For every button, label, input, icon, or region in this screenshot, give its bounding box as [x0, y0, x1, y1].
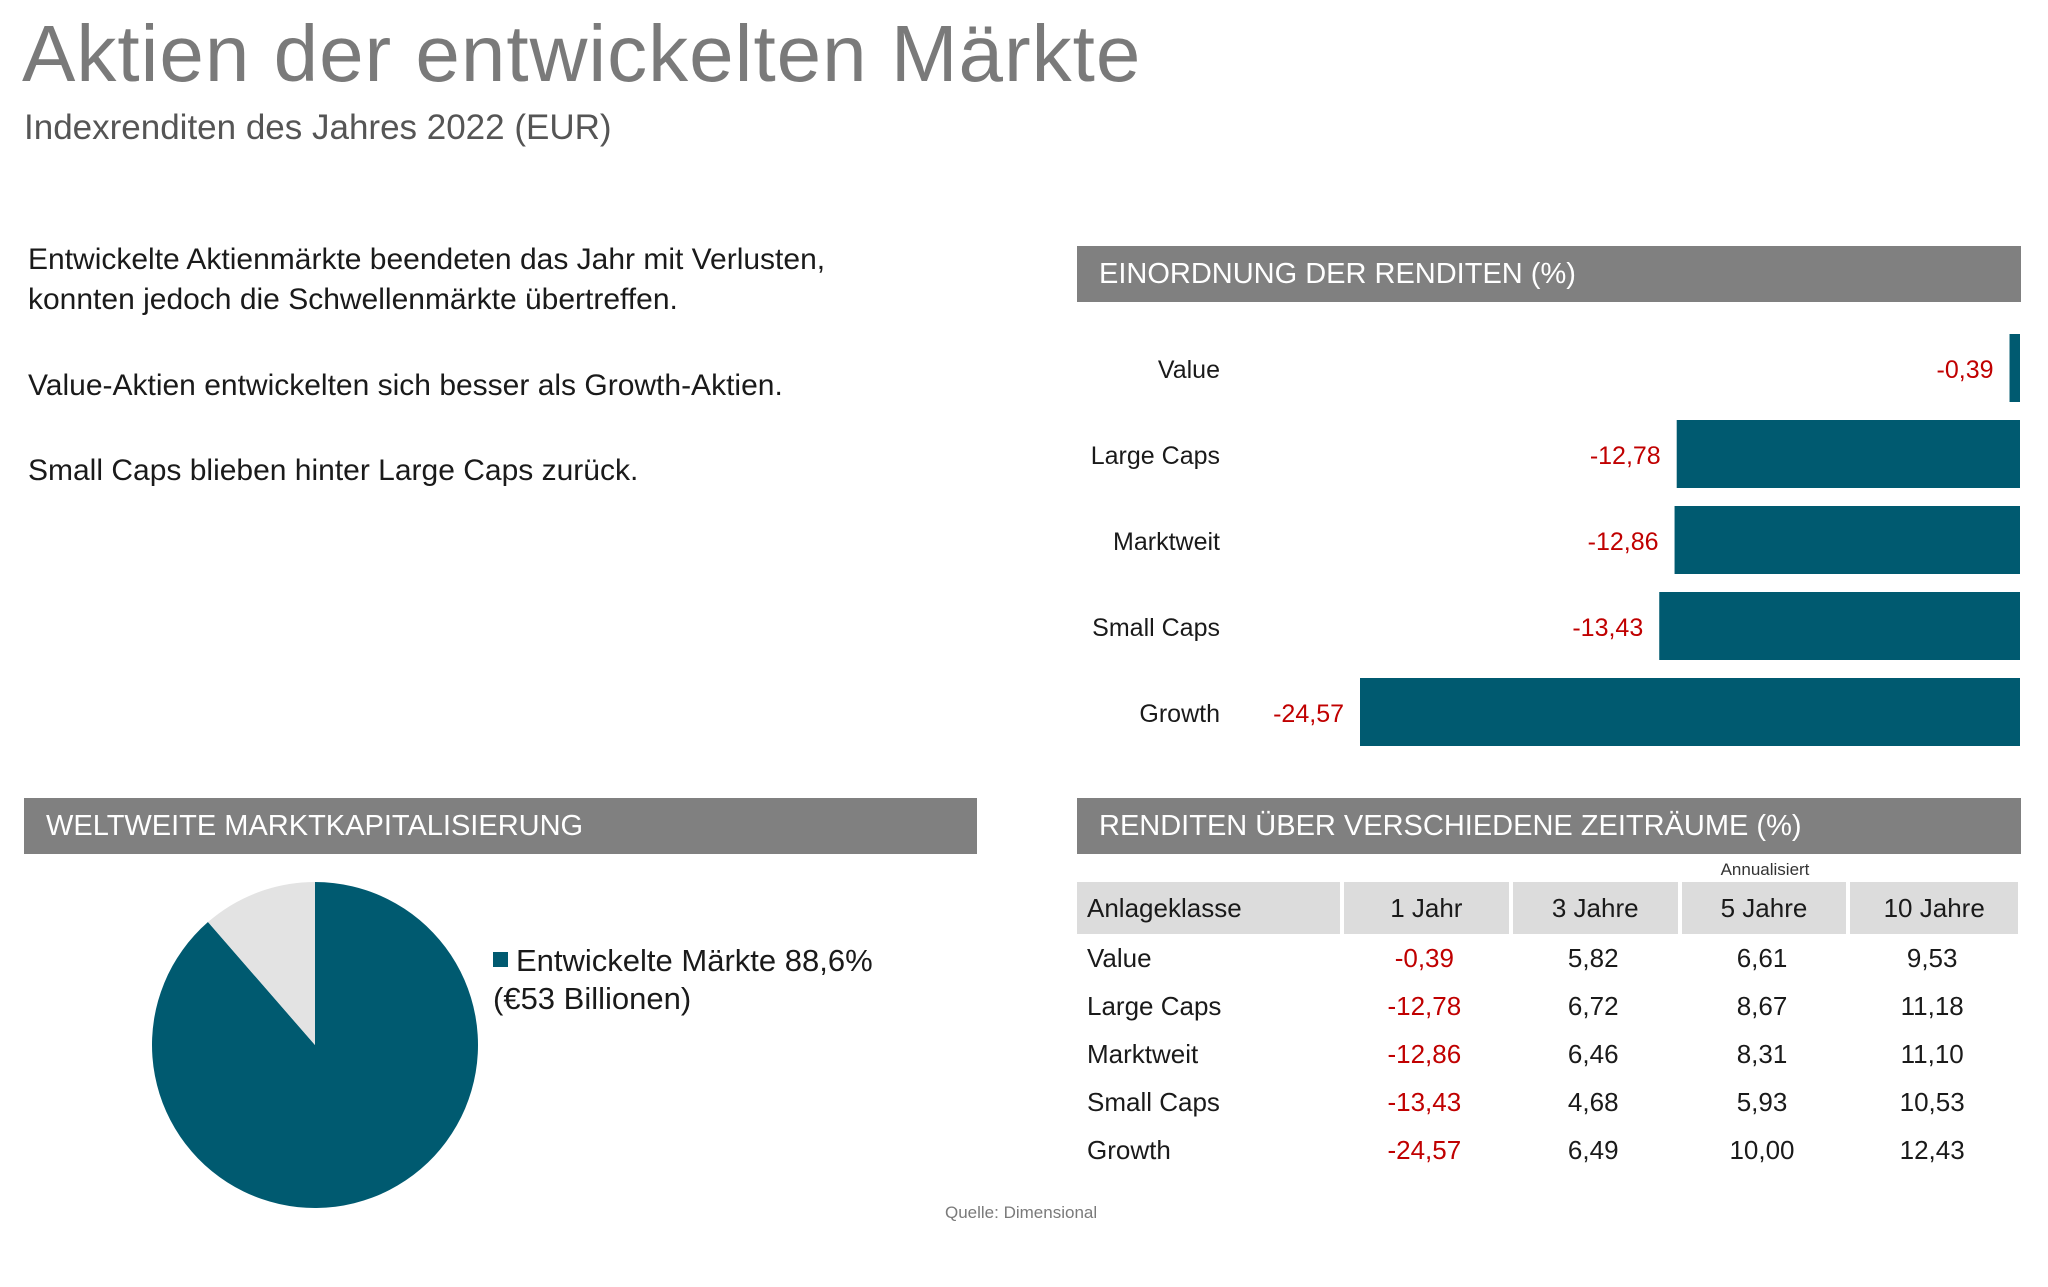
- table-header: RENDITEN ÜBER VERSCHIEDENE ZEITRÄUME (%): [1077, 798, 2021, 854]
- value-cell: 8,67: [1736, 990, 1788, 1021]
- row-label-cell: Growth: [1087, 1134, 1171, 1165]
- value-cell: 12,43: [1899, 1134, 1965, 1165]
- page-title: Aktien der entwickelten Märkte: [22, 9, 1142, 98]
- row-label-cell: Large Caps: [1087, 990, 1222, 1021]
- legend-label: Entwickelte Märkte 88,6%: [516, 943, 873, 978]
- value-cell: -0,39: [1394, 942, 1454, 973]
- row-label-cell: Marktweit: [1087, 1038, 1199, 1069]
- bar-value-label: -0,39: [1937, 356, 1994, 384]
- value-cell: 4,68: [1567, 1086, 1619, 1117]
- note-line-4: Small Caps blieben hinter Large Caps zur…: [28, 454, 639, 487]
- value-cell: -12,78: [1387, 990, 1462, 1021]
- bar-category-label: Growth: [1139, 700, 1220, 728]
- row-label-cell: Value: [1087, 942, 1152, 973]
- pie-slice-other: [207, 882, 315, 1045]
- returns-bar-chart: Value -0,39 Large Caps -12,78 Marktweit -12,8…: [1091, 334, 2020, 746]
- bar-category-label: Large Caps: [1091, 442, 1220, 470]
- bar: [1674, 506, 2020, 574]
- bar: [1676, 420, 2020, 488]
- value-cell: 10,53: [1899, 1086, 1965, 1117]
- table-body: Value -0,39 5,82 6,61 9,53 Large Caps -12,78 6,…: [1077, 934, 2018, 1174]
- value-cell: 9,53: [1906, 942, 1958, 973]
- note-line-3: Value-Aktien entwickelten sich besser al…: [28, 369, 783, 402]
- column-header: Anlageklasse: [1077, 882, 1340, 934]
- value-cell: 11,10: [1900, 1038, 1964, 1069]
- value-cell: 6,46: [1567, 1038, 1619, 1069]
- table-head-row: Anlageklasse 1 Jahr 3 Jahre 5 Jahre 10 Jahre: [1077, 882, 2018, 934]
- value-cell: 10,00: [1729, 1134, 1795, 1165]
- value-cell: 6,49: [1567, 1134, 1619, 1165]
- row-label-cell: Small Caps: [1087, 1086, 1220, 1117]
- legend-sublabel: (€53 Billionen): [493, 981, 692, 1016]
- bar-value-label: -12,86: [1588, 528, 1659, 556]
- market-cap-pie-chart: [152, 882, 479, 1208]
- bar: [1360, 678, 2020, 746]
- table-row: Small Caps -13,43 4,68 5,93 10,53: [1077, 1078, 2018, 1126]
- bar-category-label: Marktweit: [1113, 528, 1220, 556]
- value-cell: 5,82: [1567, 942, 1619, 973]
- bar-chart-header: EINORDNUNG DER RENDITEN (%): [1077, 246, 2021, 302]
- value-cell: 6,72: [1567, 990, 1619, 1021]
- bar-category-label: Value: [1158, 356, 1220, 384]
- bar: [2009, 334, 2020, 402]
- bar: [1659, 592, 2020, 660]
- value-cell: 11,18: [1900, 990, 1964, 1021]
- note-line-2: konnten jedoch die Schwellenmärkte übert…: [28, 283, 678, 316]
- bar-category-label: Small Caps: [1092, 614, 1220, 642]
- bar-value-label: -13,43: [1572, 614, 1643, 642]
- value-cell: 8,31: [1736, 1038, 1788, 1069]
- value-cell: 6,61: [1736, 942, 1788, 973]
- bar-value-label: -12,78: [1590, 442, 1661, 470]
- value-cell: -12,86: [1387, 1038, 1462, 1069]
- value-cell: -24,57: [1387, 1134, 1462, 1165]
- column-header: 1 Jahr: [1339, 882, 1509, 934]
- legend-swatch: [493, 952, 508, 968]
- table-row: Growth -24,57 6,49 10,00 12,43: [1077, 1126, 2018, 1174]
- annualized-label: Annualisiert: [1720, 860, 1810, 879]
- column-header: 10 Jahre: [1846, 882, 2018, 934]
- column-header: 3 Jahre: [1508, 882, 1678, 934]
- returns-table: Anlageklasse 1 Jahr 3 Jahre 5 Jahre 10 Jahre…: [1077, 882, 2018, 1174]
- table-row: Marktweit -12,86 6,46 8,31 11,10: [1077, 1030, 2018, 1078]
- bar-value-label: -24,57: [1273, 700, 1344, 728]
- table-row: Large Caps -12,78 6,72 8,67 11,18: [1077, 982, 2018, 1030]
- note-line-1: Entwickelte Aktienmärkte beendeten das J…: [28, 243, 826, 276]
- source-note: Quelle: Dimensional: [945, 1203, 1098, 1222]
- pie-slice-developed: [152, 882, 479, 1208]
- value-cell: -13,43: [1387, 1086, 1462, 1117]
- pie-legend: Entwickelte Märkte 88,6% (€53 Billionen): [493, 942, 873, 1018]
- column-header: 5 Jahre: [1677, 882, 1847, 934]
- value-cell: 5,93: [1736, 1086, 1788, 1117]
- pie-chart-header: WELTWEITE MARKTKAPITALISIERUNG: [24, 798, 977, 854]
- legend-item-developed: Entwickelte Märkte 88,6%: [493, 942, 873, 980]
- table-row: Value -0,39 5,82 6,61 9,53: [1077, 934, 2018, 982]
- page-subtitle: Indexrenditen des Jahres 2022 (EUR): [24, 108, 612, 147]
